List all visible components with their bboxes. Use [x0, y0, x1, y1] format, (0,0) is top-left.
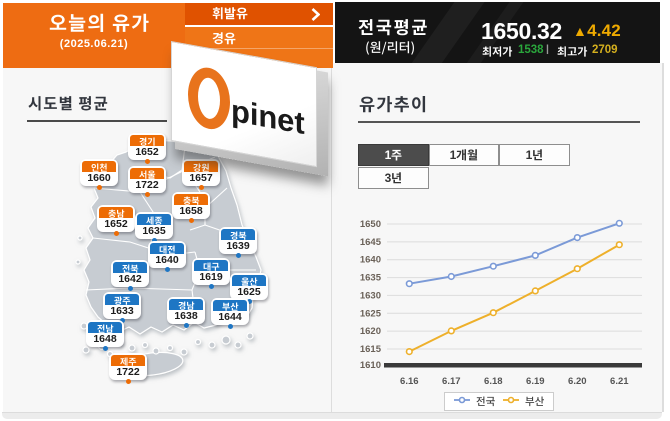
svg-text:1645: 1645	[360, 237, 382, 248]
svg-text:1615: 1615	[360, 344, 382, 355]
svg-text:1620: 1620	[360, 326, 381, 337]
svg-text:6.20: 6.20	[568, 376, 587, 387]
svg-text:1635: 1635	[360, 273, 382, 284]
svg-text:1650: 1650	[360, 219, 381, 230]
svg-text:6.19: 6.19	[526, 376, 545, 387]
svg-text:6.16: 6.16	[400, 376, 419, 387]
svg-text:1625: 1625	[360, 308, 382, 319]
svg-text:6.18: 6.18	[484, 376, 503, 387]
svg-text:1640: 1640	[360, 255, 381, 266]
svg-text:6.17: 6.17	[442, 376, 461, 387]
svg-text:1630: 1630	[360, 290, 381, 301]
svg-text:1610: 1610	[360, 360, 381, 371]
svg-text:6.21: 6.21	[610, 376, 629, 387]
